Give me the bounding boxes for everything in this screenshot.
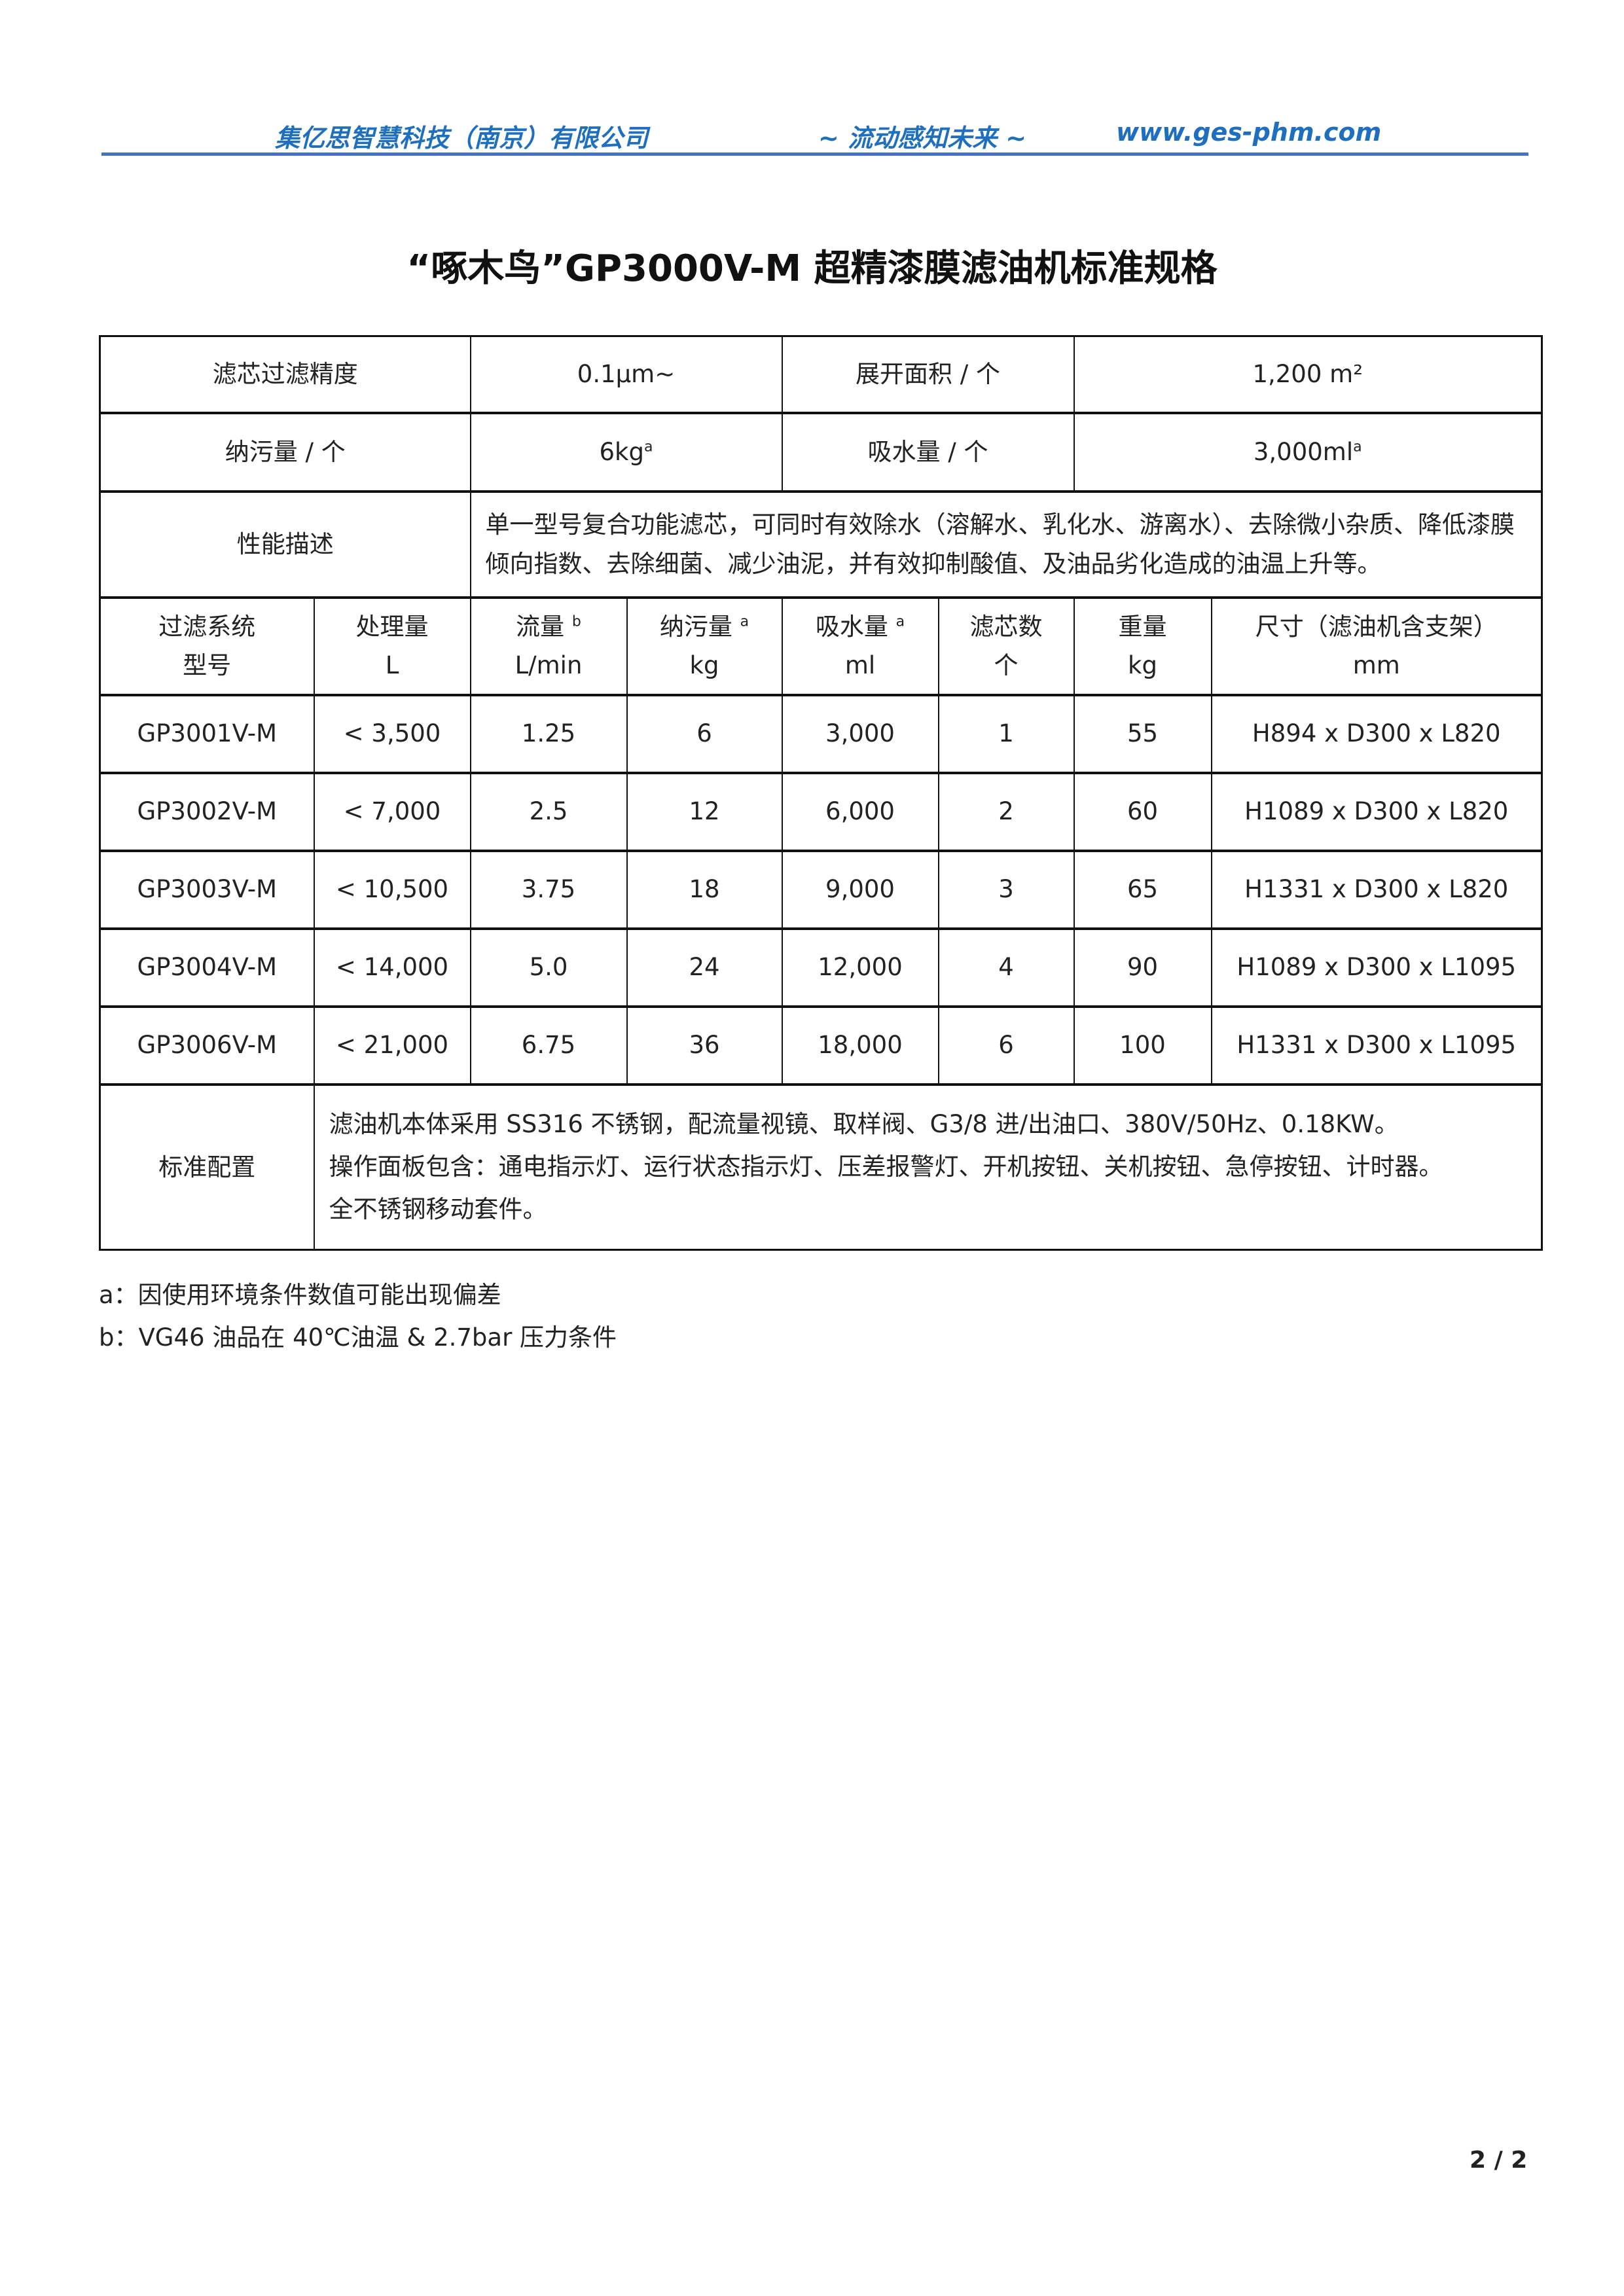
table-cell: 18,000 — [781, 1005, 939, 1085]
table-cell: 60 — [1073, 771, 1212, 852]
area-label: 展开面积 / 个 — [781, 335, 1075, 414]
column-header: 滤芯数个 — [937, 596, 1075, 696]
table-row: GP3006V-M < 21,000 6.75 36 18,000 6 100 H1331 x… — [99, 1005, 1543, 1085]
footnote-a: a：因使用环境条件数值可能出现偏差 — [99, 1281, 501, 1309]
table-cell: H894 x D300 x L820 — [1210, 693, 1543, 774]
column-header: 重量 kg — [1073, 596, 1212, 696]
area-value: 1,200 m² — [1073, 335, 1543, 414]
table-cell: 3,000 — [781, 693, 939, 774]
footnote-b: b：VG46 油品在 40℃油温 & 2.7bar 压力条件 — [99, 1323, 617, 1352]
table-cell: 6 — [937, 1005, 1075, 1085]
table-cell: 3.75 — [469, 849, 628, 929]
perf-label: 性能描述 — [99, 490, 471, 598]
precision-label: 滤芯过滤精度 — [99, 335, 471, 414]
column-header: 流量 b L/min — [469, 596, 628, 696]
table-row: GP3003V-M < 10,500 3.75 18 9,000 3 65 H1331 x D… — [99, 849, 1543, 929]
table-cell: GP3003V-M — [99, 849, 315, 929]
table-row: GP3002V-M < 7,000 2.5 12 6,000 2 60 H1089 x D30… — [99, 771, 1543, 852]
config-label: 标准配置 — [99, 1083, 315, 1251]
table-cell: GP3006V-M — [99, 1005, 315, 1085]
page-number: 2 / 2 — [1470, 2147, 1528, 2174]
column-header: 处理量 L — [313, 596, 471, 696]
table-cell: 12,000 — [781, 927, 939, 1007]
table-cell: 9,000 — [781, 849, 939, 929]
column-header: 纳污量 a kg — [626, 596, 783, 696]
table-cell: 36 — [626, 1005, 783, 1085]
table-cell: GP3002V-M — [99, 771, 315, 852]
table-cell: 6,000 — [781, 771, 939, 852]
table-cell: 4 — [937, 927, 1075, 1007]
perf-text: 单一型号复合功能滤芯，可同时有效除水（溶解水、乳化水、游离水）、去除微小杂质、降… — [469, 490, 1543, 598]
table-cell: 18 — [626, 849, 783, 929]
table-cell: GP3001V-M — [99, 693, 315, 774]
table-cell: 5.0 — [469, 927, 628, 1007]
spec-table: 滤芯过滤精度 0.1μm~ 展开面积 / 个 1,200 m² 纳污量 / 个 … — [99, 335, 1543, 1251]
website: www.ges-phm.com — [1116, 118, 1382, 147]
table-cell: H1331 x D300 x L820 — [1210, 849, 1543, 929]
page-title: “啄木鸟”GP3000V-M 超精漆膜滤油机标准规格 — [406, 247, 1218, 290]
table-cell: 1 — [937, 693, 1075, 774]
table-cell: GP3004V-M — [99, 927, 315, 1007]
dirt-value: 6kga — [469, 411, 783, 492]
table-cell: 55 — [1073, 693, 1212, 774]
config-text: 滤油机本体采用 SS316 不锈钢，配流量视镜、取样阀、G3/8 进/出油口、3… — [313, 1083, 1543, 1251]
table-cell: H1089 x D300 x L1095 — [1210, 927, 1543, 1007]
table-row: GP3001V-M < 3,500 1.25 6 3,000 1 55 H894 x D300… — [99, 693, 1543, 774]
slogan: ~ 流动感知未来 ~ — [818, 124, 1027, 152]
table-cell: < 21,000 — [313, 1005, 471, 1085]
table-cell: 100 — [1073, 1005, 1212, 1085]
table-cell: < 14,000 — [313, 927, 471, 1007]
table-cell: 2.5 — [469, 771, 628, 852]
table-cell: 6.75 — [469, 1005, 628, 1085]
table-cell: 6 — [626, 693, 783, 774]
table-cell: < 7,000 — [313, 771, 471, 852]
dirt-label: 纳污量 / 个 — [99, 411, 471, 492]
water-label: 吸水量 / 个 — [781, 411, 1075, 492]
table-cell: 12 — [626, 771, 783, 852]
table-cell: H1089 x D300 x L820 — [1210, 771, 1543, 852]
table-cell: < 10,500 — [313, 849, 471, 929]
table-cell: 3 — [937, 849, 1075, 929]
column-header: 吸水量 a ml — [781, 596, 939, 696]
column-header: 尺寸（滤油机含支架） mm — [1210, 596, 1543, 696]
table-cell: H1331 x D300 x L1095 — [1210, 1005, 1543, 1085]
table-cell: < 3,500 — [313, 693, 471, 774]
table-cell: 24 — [626, 927, 783, 1007]
company-name: 集亿思智慧科技（南京）有限公司 — [275, 124, 649, 152]
table-row: GP3004V-M < 14,000 5.0 24 12,000 4 90 H1089 x D… — [99, 927, 1543, 1007]
header-divider — [101, 152, 1528, 156]
table-cell: 90 — [1073, 927, 1212, 1007]
precision-value: 0.1μm~ — [469, 335, 783, 414]
column-header: 过滤系统 型号 — [99, 596, 315, 696]
water-value: 3,000mla — [1073, 411, 1543, 492]
table-cell: 1.25 — [469, 693, 628, 774]
table-cell: 2 — [937, 771, 1075, 852]
table-cell: 65 — [1073, 849, 1212, 929]
